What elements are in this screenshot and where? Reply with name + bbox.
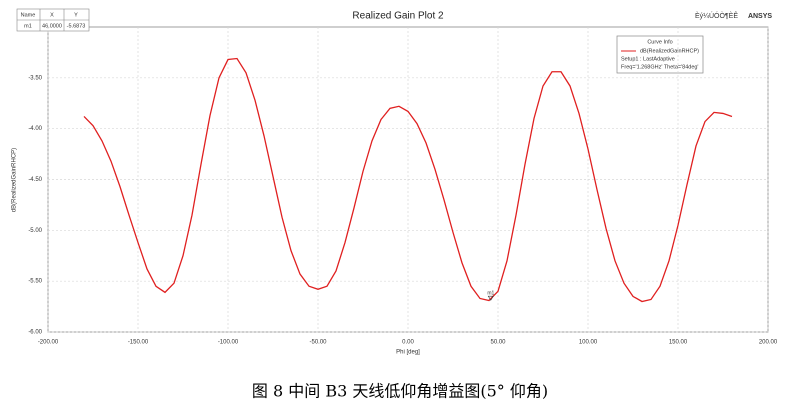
x-tick-label: 200.00 xyxy=(759,340,778,346)
header-text: Èý¼ÚÓÒ¶ÈÊ xyxy=(695,11,738,20)
y-tick-label: -4.00 xyxy=(28,126,42,132)
y-tick-label: -6.00 xyxy=(28,330,42,336)
legend-box xyxy=(616,35,704,74)
y-tick-label: -5.50 xyxy=(28,279,42,285)
table-cell: 46.0000 xyxy=(42,23,62,29)
legend-label: dB(RealizedGainRHCP) xyxy=(640,48,699,54)
x-tick-label: -50.00 xyxy=(309,340,327,346)
legend-note: Setup1 : LastAdaptive xyxy=(621,56,675,62)
legend-title: Curve Info xyxy=(647,39,672,45)
x-tick-label: -100.00 xyxy=(218,340,239,346)
x-tick-label: -150.00 xyxy=(128,340,149,346)
y-tick-label: -3.50 xyxy=(28,75,42,81)
x-axis-label: Phi [deg] xyxy=(396,350,420,356)
x-tick-label: -200.00 xyxy=(38,340,59,346)
y-tick-label: -5.00 xyxy=(28,228,42,234)
table-cell: -5.6873 xyxy=(67,23,86,29)
figure-caption: 图 8 中间 B3 天线低仰角增益图(5° 仰角) xyxy=(252,382,548,401)
table-cell: m1 xyxy=(24,23,32,29)
x-tick-label: 150.00 xyxy=(669,340,688,346)
x-tick-label: 0.00 xyxy=(402,340,414,346)
legend: Curve Info dB(RealizedGainRHCP) Setup1 :… xyxy=(616,35,704,74)
y-axis-label: dB(RealizedGainRHCP) xyxy=(12,148,18,212)
chart-title: Realized Gain Plot 2 xyxy=(352,11,444,22)
marker-label: m1 xyxy=(487,291,494,297)
marker-table: Name X Y m1 46.0000 -5.6873 xyxy=(16,8,90,32)
legend-note: Freq='1.268GHz' Theta='84deg' xyxy=(621,64,698,70)
x-tick-label: 100.00 xyxy=(579,340,598,346)
y-tick-label: -4.50 xyxy=(28,177,42,183)
table-header: X xyxy=(50,12,54,18)
table-header: Y xyxy=(74,12,78,18)
brand: ANSYS xyxy=(748,13,772,20)
series-line xyxy=(83,57,733,303)
x-tick-label: 50.00 xyxy=(490,340,506,346)
marker xyxy=(487,295,494,301)
table-header: Name xyxy=(21,12,36,18)
